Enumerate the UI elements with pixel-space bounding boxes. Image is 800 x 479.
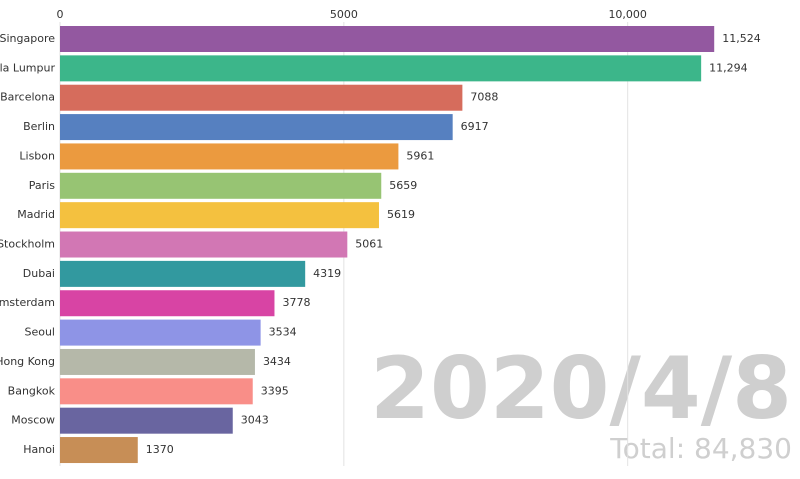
- total-label: Total: 84,830: [609, 432, 792, 465]
- category-label: Berlin: [23, 120, 55, 133]
- category-label: Moscow: [11, 414, 55, 427]
- value-label: 5061: [355, 238, 383, 251]
- category-label: Barcelona: [0, 91, 55, 104]
- bar: [60, 407, 233, 434]
- value-label: 4319: [313, 267, 341, 280]
- value-label: 11,524: [722, 32, 761, 45]
- value-label: 3043: [241, 414, 269, 427]
- bar: [60, 143, 399, 170]
- category-label: Hanoi: [23, 443, 55, 456]
- value-label: 6917: [461, 120, 489, 133]
- value-label: 5619: [387, 208, 415, 221]
- category-label: Lisbon: [19, 149, 55, 162]
- value-label: 5659: [389, 179, 417, 192]
- x-tick-label: 10,000: [608, 8, 647, 21]
- value-label: 3434: [263, 355, 291, 368]
- bar: [60, 378, 253, 405]
- bar: [60, 260, 306, 287]
- category-label: Singapore: [0, 32, 55, 45]
- bar: [60, 172, 382, 199]
- value-label: 5961: [406, 149, 434, 162]
- bar: [60, 202, 379, 229]
- category-label: Seoul: [24, 326, 55, 339]
- value-label: 3778: [282, 296, 310, 309]
- value-label: 7088: [470, 91, 498, 104]
- date-label: 2020/4/8: [370, 339, 792, 439]
- x-tick-label: 5000: [330, 8, 358, 21]
- category-label: Paris: [29, 179, 55, 192]
- bar: [60, 55, 702, 82]
- value-label: 11,294: [709, 61, 748, 74]
- value-label: 3395: [261, 384, 289, 397]
- category-label: Hong Kong: [0, 355, 55, 368]
- value-label: 1370: [146, 443, 174, 456]
- bar: [60, 348, 255, 375]
- category-label: Kuala Lumpur: [0, 61, 55, 74]
- category-label: Amsterdam: [0, 296, 55, 309]
- value-label: 3534: [269, 326, 297, 339]
- bar: [60, 114, 453, 141]
- bar: [60, 26, 715, 52]
- category-label: Stockholm: [0, 238, 55, 251]
- category-label: Dubai: [23, 267, 55, 280]
- x-tick-label: 0: [57, 8, 64, 21]
- bar: [60, 437, 138, 464]
- category-label: Bangkok: [8, 384, 56, 397]
- bar: [60, 290, 275, 317]
- bar: [60, 319, 261, 346]
- bar: [60, 231, 348, 258]
- bar: [60, 84, 463, 111]
- category-label: Madrid: [17, 208, 55, 221]
